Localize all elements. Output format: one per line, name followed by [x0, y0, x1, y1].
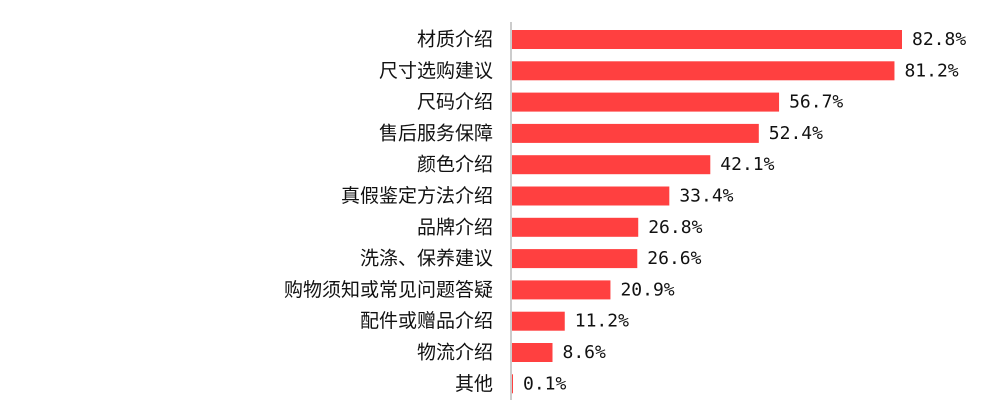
value-label: 56.7%	[789, 92, 843, 113]
bar	[512, 186, 670, 206]
value-label: 26.6%	[647, 248, 701, 269]
bar	[512, 343, 553, 362]
bar	[512, 61, 895, 81]
bar	[512, 30, 902, 49]
category-label: 材质介绍	[417, 29, 493, 51]
value-label: 11.2%	[575, 311, 629, 332]
category-label: 配件或赠品介绍	[360, 310, 493, 332]
category-label: 售后服务保障	[379, 122, 493, 144]
value-label: 81.2%	[904, 60, 958, 81]
bar	[512, 311, 565, 331]
bar	[512, 374, 513, 394]
category-label: 物流介绍	[417, 342, 493, 364]
value-label: 33.4%	[679, 186, 733, 207]
category-label: 购物须知或常见问题答疑	[284, 279, 493, 301]
bar	[512, 249, 638, 269]
value-label: 26.8%	[648, 217, 702, 238]
category-label: 洗涤、保养建议	[360, 248, 493, 270]
value-label: 0.1%	[523, 373, 567, 394]
bar	[512, 217, 639, 237]
category-label: 其他	[455, 373, 493, 395]
value-label: 20.9%	[620, 279, 674, 300]
bar	[512, 123, 759, 143]
value-label: 8.6%	[563, 342, 607, 363]
bar	[512, 280, 611, 300]
category-label: 品牌介绍	[417, 216, 493, 238]
category-label: 真假鉴定方法介绍	[341, 185, 493, 207]
bar	[512, 155, 711, 175]
bar	[512, 92, 780, 112]
category-label: 尺码介绍	[417, 91, 493, 113]
value-label: 42.1%	[720, 154, 774, 175]
category-label: 尺寸选购建议	[379, 60, 493, 82]
category-label: 颜色介绍	[417, 154, 493, 176]
value-label: 82.8%	[912, 29, 966, 50]
value-label: 52.4%	[769, 123, 823, 144]
